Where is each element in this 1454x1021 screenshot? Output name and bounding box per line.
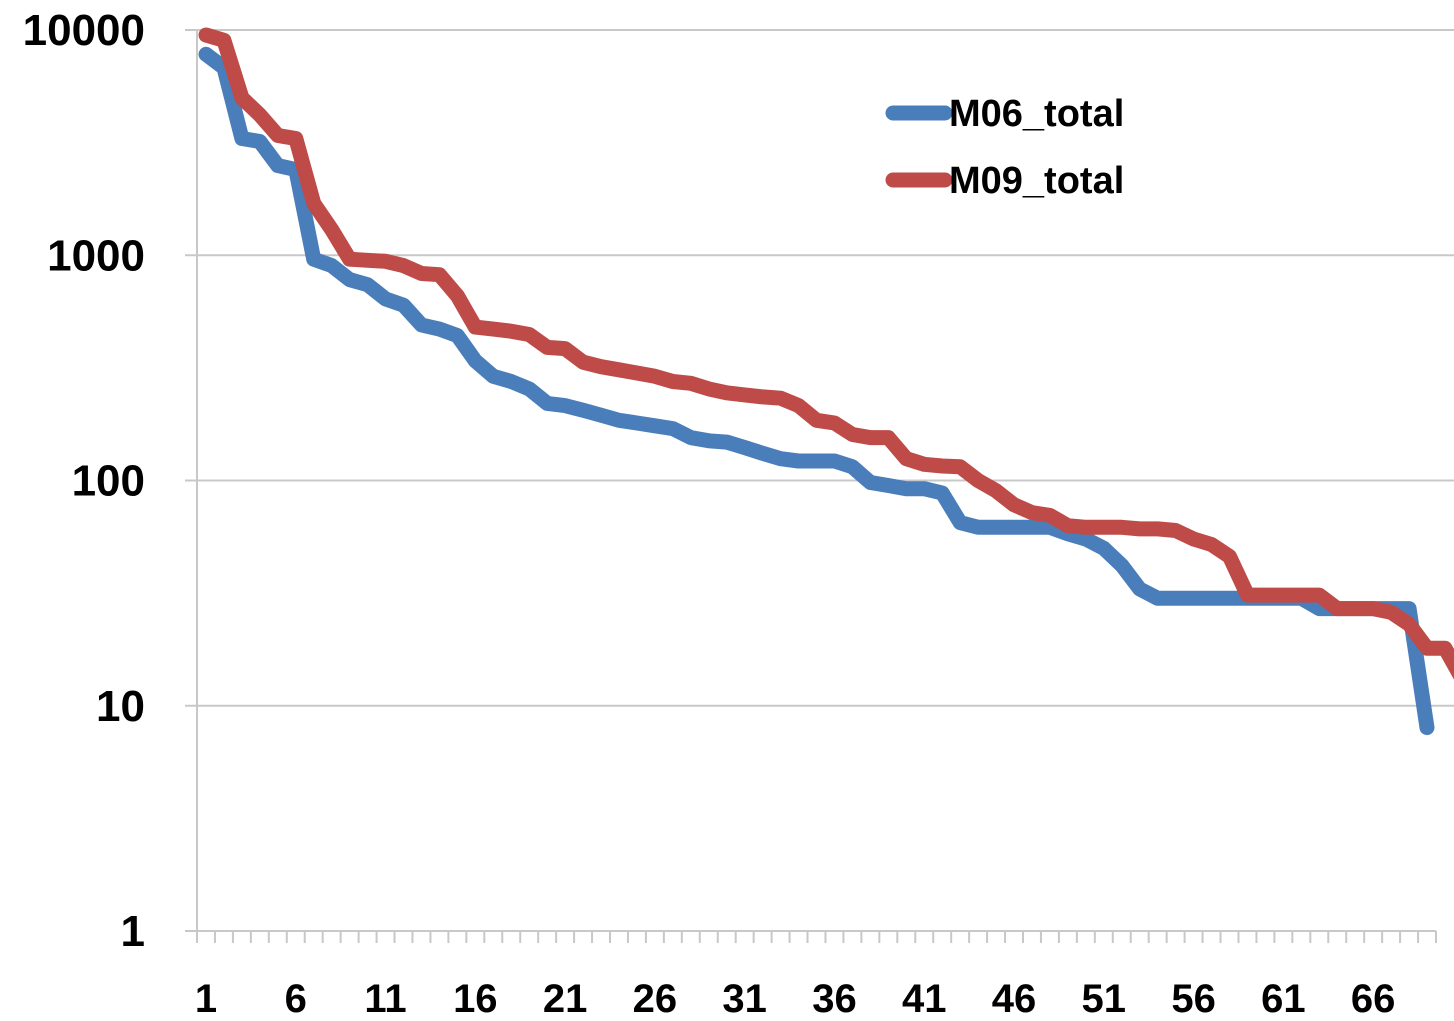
- legend-label: M06_total: [949, 93, 1124, 135]
- x-tick-label: 36: [812, 977, 857, 1016]
- x-tick-label: 16: [453, 977, 498, 1016]
- y-tick-label: 100: [72, 457, 145, 506]
- x-tick-label: 51: [1082, 977, 1127, 1016]
- y-tick-label: 1000: [47, 231, 145, 280]
- y-tick-label: 1: [121, 907, 145, 956]
- x-tick-label: 66: [1351, 977, 1396, 1016]
- axes: [185, 29, 1437, 943]
- y-tick-label: 10: [96, 682, 145, 731]
- x-tick-label: 56: [1171, 977, 1216, 1016]
- series-line-m09-total: [198, 27, 1454, 680]
- y-tick-label: 10000: [23, 6, 145, 55]
- x-tick-label: 21: [543, 977, 588, 1016]
- x-tick-label: 26: [633, 977, 678, 1016]
- x-tick-label: 11: [364, 977, 406, 1016]
- legend-label: M09_total: [949, 160, 1124, 202]
- x-tick-label: 1: [195, 977, 217, 1016]
- series-lines: [198, 27, 1454, 736]
- x-tick-label: 31: [722, 977, 767, 1016]
- gridlines: [197, 29, 1454, 707]
- x-tick-label: 41: [902, 977, 947, 1016]
- legend: M06_total M09_total: [885, 93, 1124, 202]
- x-tick-label: 6: [285, 977, 307, 1016]
- x-tick-label: 61: [1261, 977, 1306, 1016]
- series-line-m06-total: [198, 46, 1435, 736]
- x-tick-label: 46: [992, 977, 1037, 1016]
